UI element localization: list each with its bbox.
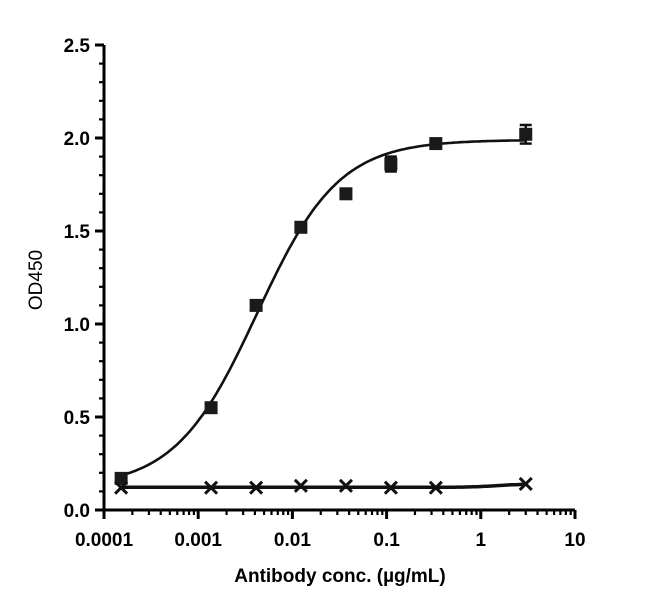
square-marker: [294, 220, 308, 234]
square-marker: [114, 471, 128, 485]
y-tick-label: 1.0: [64, 315, 90, 336]
x-marker: [293, 478, 308, 493]
x-axis-title: Antibody conc. (µg/mL): [234, 566, 446, 587]
antibody-fit-curve: [120, 139, 526, 477]
fit-curves: [120, 139, 526, 490]
square-marker: [339, 187, 353, 201]
x-marker: [518, 476, 533, 492]
square-marker: [519, 127, 533, 141]
x-tick-label: 10: [564, 530, 585, 551]
y-tick-label: 0.0: [64, 501, 90, 522]
square-marker: [384, 157, 398, 171]
x-marker: [428, 480, 443, 495]
data-markers: [114, 123, 533, 495]
y-tick-label: 0.5: [64, 408, 91, 429]
x-marker: [204, 480, 219, 495]
x-tick-label: 0.1: [373, 530, 400, 551]
x-marker: [114, 480, 129, 495]
y-tick-label: 1.5: [64, 222, 91, 243]
x-tick-label: 1: [476, 530, 487, 551]
square-marker: [204, 401, 218, 415]
x-tick-label: 0.01: [274, 530, 311, 551]
y-axis-title: OD450: [26, 250, 47, 310]
x-tick-label: 0.0001: [75, 530, 134, 551]
axes: 0.0 0.5 1.0 1.5 2.0 2.5 0.0001 0.001 0.01 0.1 1 10: [64, 36, 586, 551]
x-tick-label: 0.001: [174, 530, 222, 551]
x-marker: [338, 478, 353, 493]
x-marker: [249, 480, 264, 495]
square-marker: [249, 298, 263, 312]
x-marker: [383, 480, 398, 495]
negative-control-fit-curve: [121, 482, 526, 490]
y-tick-label: 2.0: [64, 129, 90, 150]
square-marker: [429, 137, 443, 151]
y-tick-label: 2.5: [64, 36, 91, 57]
